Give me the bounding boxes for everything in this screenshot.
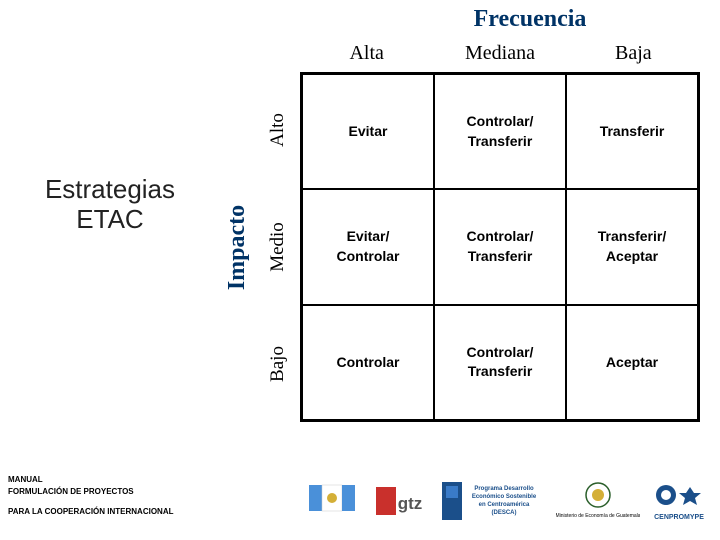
- mineco-icon: Ministerio de Economía de Guatemala: [556, 479, 640, 523]
- gtz-icon: gtz: [374, 481, 430, 521]
- row-label-text: Bajo: [267, 346, 289, 382]
- svg-text:Económico Sostenible: Económico Sostenible: [472, 494, 537, 500]
- impact-axis-label: Impacto: [225, 204, 252, 289]
- cell-medio-mediana: Controlar/Transferir: [434, 189, 566, 304]
- logo-desca: Programa Desarrollo Económico Sostenible…: [440, 478, 550, 524]
- row-label-text: Alto: [267, 113, 289, 147]
- footer-line-2: PARA LA COOPERACIÓN INTERNACIONAL: [8, 506, 173, 518]
- col-header-baja: Baja: [567, 42, 700, 65]
- cenpromype-icon: CENPROMYPE: [646, 479, 712, 523]
- logo-segeplan: [300, 478, 364, 524]
- col-header-alta: Alta: [300, 42, 433, 65]
- row-header-medio: Medio: [258, 189, 298, 306]
- risk-matrix: Evitar Controlar/Transferir Transferir E…: [300, 72, 700, 422]
- footer-line-1b: FORMULACIÓN DE PROYECTOS: [8, 486, 173, 498]
- cell-bajo-alta: Controlar: [302, 305, 434, 420]
- cell-alto-baja: Transferir: [566, 74, 698, 189]
- cell-alto-alta: Evitar: [302, 74, 434, 189]
- svg-text:CENPROMYPE: CENPROMYPE: [654, 514, 704, 521]
- logo-gtz: gtz: [370, 478, 434, 524]
- frequency-axis-title: Frecuencia: [360, 6, 700, 33]
- logo-bar: gtz Programa Desarrollo Económico Sosten…: [300, 473, 712, 528]
- svg-text:gtz: gtz: [398, 494, 423, 513]
- flag-icon: [309, 481, 355, 521]
- svg-text:Programa Desarrollo: Programa Desarrollo: [474, 486, 534, 492]
- cell-alto-mediana: Controlar/Transferir: [434, 74, 566, 189]
- cell-medio-baja: Transferir/Aceptar: [566, 189, 698, 304]
- svg-text:Ministerio de Economía de Guat: Ministerio de Economía de Guatemala: [556, 513, 640, 519]
- svg-text:en Centroamérica: en Centroamérica: [479, 502, 530, 508]
- cell-bajo-baja: Aceptar: [566, 305, 698, 420]
- cell-bajo-mediana: Controlar/Transferir: [434, 305, 566, 420]
- row-headers: Alto Medio Bajo: [258, 72, 298, 422]
- desca-icon: Programa Desarrollo Económico Sostenible…: [440, 478, 550, 524]
- footer-text: MANUAL FORMULACIÓN DE PROYECTOS PARA LA …: [8, 474, 173, 518]
- logo-mineco: Ministerio de Economía de Guatemala: [556, 478, 640, 524]
- row-header-bajo: Bajo: [258, 305, 298, 422]
- column-headers: Alta Mediana Baja: [300, 42, 700, 65]
- row-header-alto: Alto: [258, 72, 298, 189]
- cell-medio-alta: Evitar/Controlar: [302, 189, 434, 304]
- footer-line-1a: MANUAL: [8, 474, 173, 486]
- row-label-text: Medio: [267, 222, 289, 272]
- page-title: Estrategias ETAC: [10, 175, 210, 235]
- logo-cenpromype: CENPROMYPE: [646, 478, 712, 524]
- svg-text:(DESCA): (DESCA): [492, 510, 517, 516]
- impact-axis-title: Impacto: [218, 72, 258, 422]
- col-header-mediana: Mediana: [433, 42, 566, 65]
